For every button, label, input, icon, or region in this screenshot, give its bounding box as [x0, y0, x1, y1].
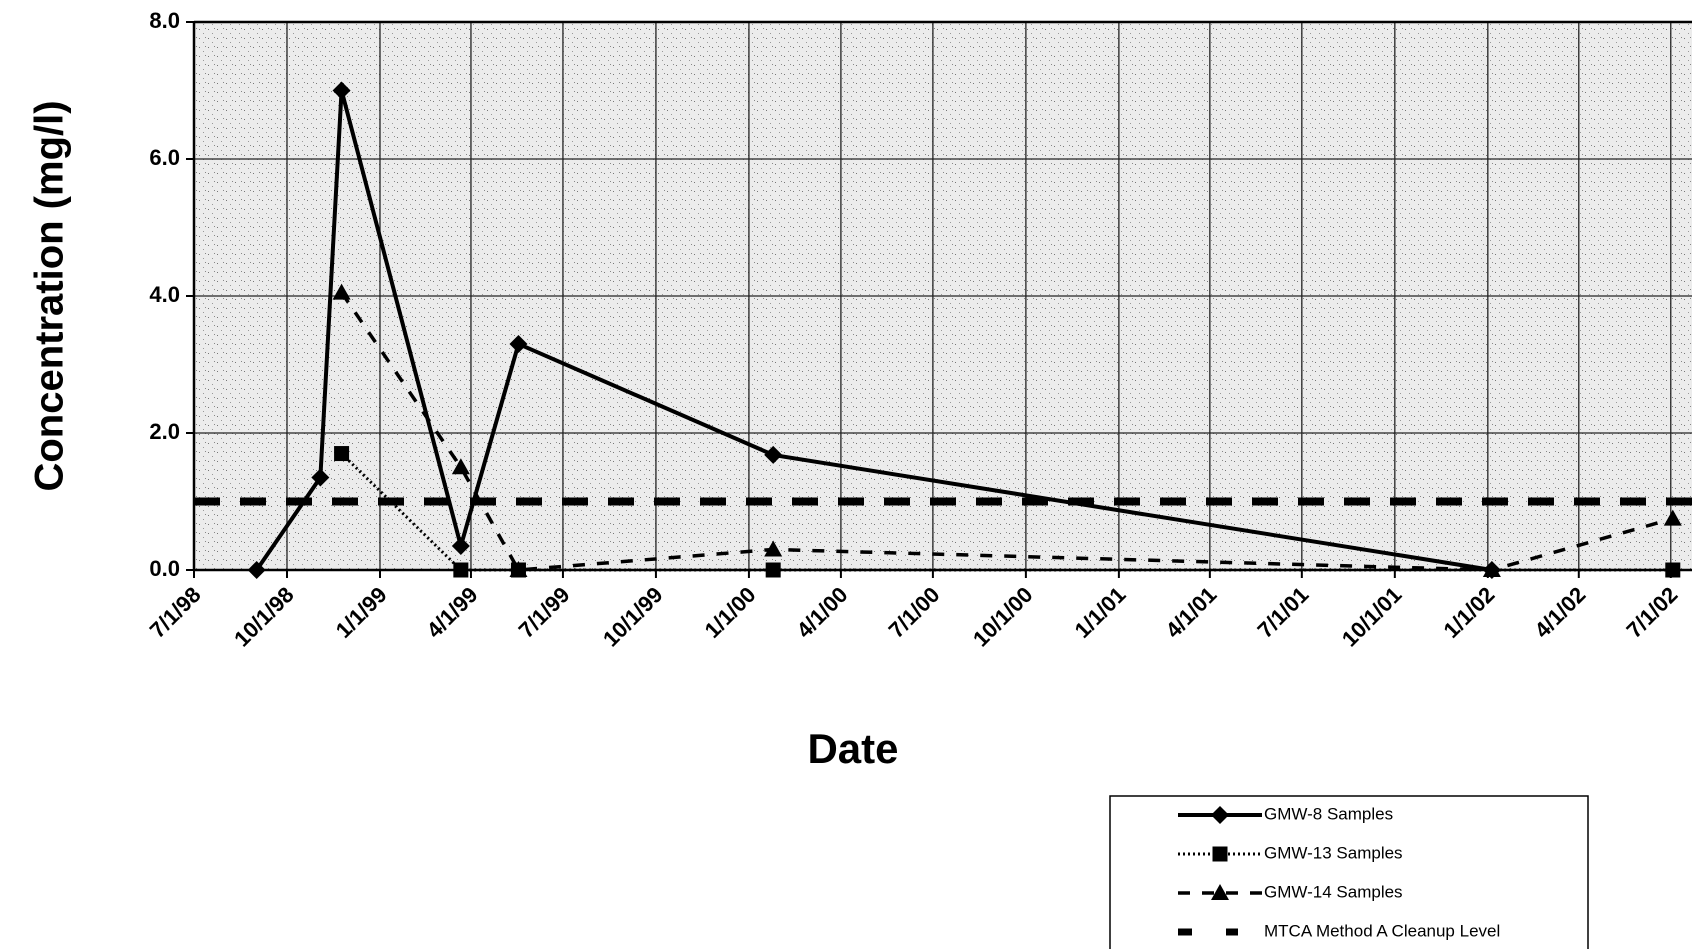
legend-marker [1211, 884, 1229, 900]
legend: GMW-8 Samples GMW-13 Samples GMW-14 Sample… [1109, 795, 1589, 949]
x-tick-label: 10/1/98 [229, 582, 299, 652]
x-tick-label: 4/1/01 [1161, 582, 1222, 643]
x-tick-label: 10/1/00 [968, 582, 1038, 652]
x-tick-label: 1/1/99 [331, 582, 392, 643]
series-line [340, 452, 1673, 572]
marker [509, 334, 528, 353]
x-tick-label: 4/1/02 [1530, 582, 1591, 643]
marker [332, 283, 351, 300]
marker [334, 446, 350, 462]
x-tick-label: 10/1/01 [1337, 582, 1407, 652]
marker [247, 561, 266, 579]
marker [332, 81, 351, 100]
legend-box [1109, 795, 1589, 949]
marker [453, 562, 469, 578]
legend-label: MTCA Method A Cleanup Level [1264, 921, 1500, 940]
x-tick-label: 4/1/00 [792, 582, 853, 643]
y-tick-label: 8.0 [149, 8, 180, 33]
marker [1665, 562, 1681, 578]
x-tick-label: 1/1/01 [1070, 582, 1131, 643]
x-tick-label: 10/1/99 [598, 582, 668, 652]
x-tick-label: 4/1/99 [422, 582, 483, 643]
x-tick-label: 7/1/01 [1253, 582, 1314, 643]
x-tick-label: 7/1/98 [145, 582, 206, 643]
y-tick-label: 0.0 [149, 556, 180, 581]
y-tick-label: 2.0 [149, 419, 180, 444]
legend-marker [1212, 846, 1228, 862]
marker [451, 458, 470, 475]
marker [451, 537, 470, 556]
y-tick-label: 4.0 [149, 282, 180, 307]
x-axis-label: Date [807, 725, 898, 772]
legend-label: GMW-8 Samples [1264, 804, 1393, 823]
marker [1663, 509, 1682, 526]
marker [765, 562, 781, 578]
series-line [340, 291, 1674, 572]
marker [764, 445, 783, 464]
legend-label: GMW-13 Samples [1264, 843, 1403, 862]
y-axis-label: Concentration (mg/l) [28, 100, 72, 491]
x-tick-label: 7/1/00 [884, 582, 945, 643]
marker [311, 468, 330, 487]
marker [1482, 561, 1501, 577]
x-tick-label: 7/1/02 [1621, 582, 1682, 643]
x-tick-label: 1/1/00 [700, 582, 761, 643]
marker [509, 561, 528, 577]
y-tick-label: 6.0 [149, 145, 180, 170]
x-tick-label: 7/1/99 [514, 582, 575, 643]
legend-label: GMW-14 Samples [1264, 882, 1403, 901]
legend-marker [1211, 806, 1229, 824]
marker [764, 540, 783, 557]
x-tick-label: 1/1/02 [1439, 582, 1500, 643]
